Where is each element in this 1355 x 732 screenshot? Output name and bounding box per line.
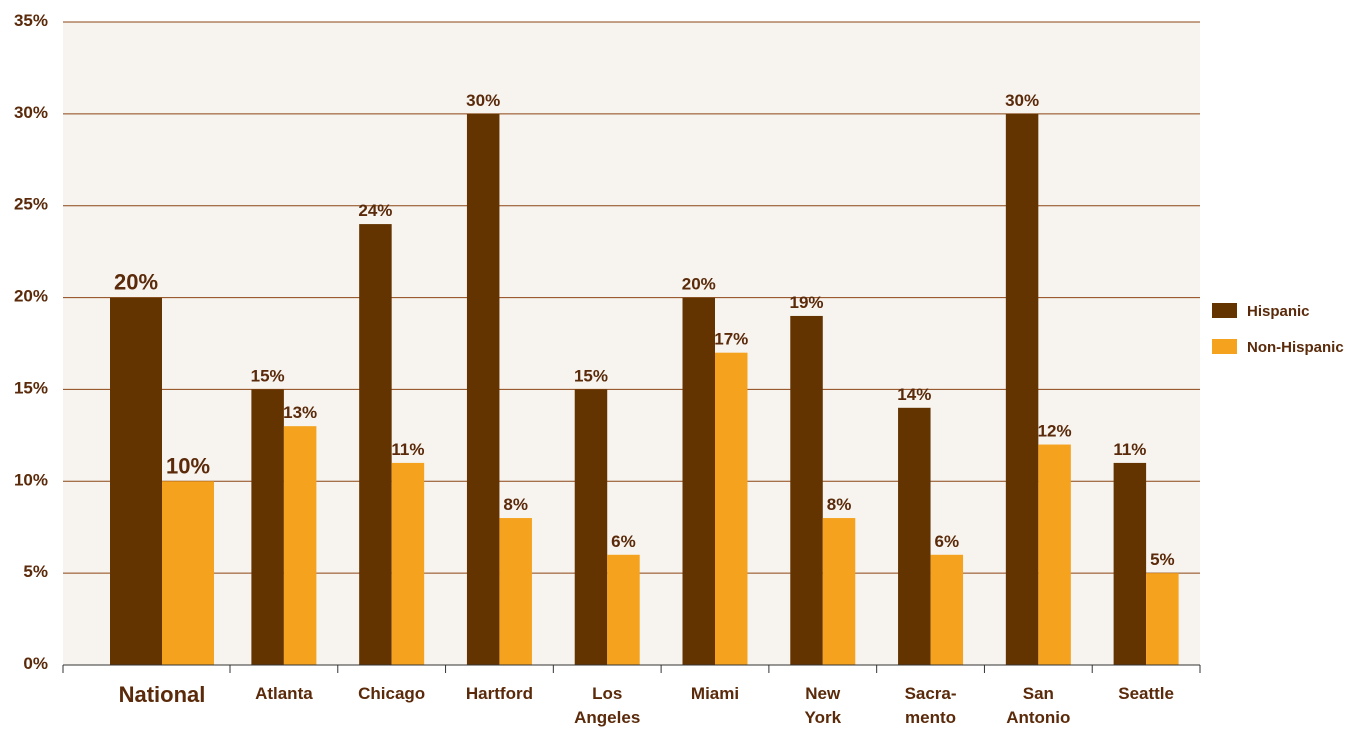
data-label: 11% xyxy=(391,440,424,459)
bar-hispanic xyxy=(1113,462,1147,665)
data-label: 6% xyxy=(935,532,960,551)
data-label: 14% xyxy=(897,385,931,404)
bar-non-hispanic xyxy=(283,426,317,665)
data-label: 20% xyxy=(682,275,716,294)
y-tick-label: 15% xyxy=(14,378,48,397)
x-tick-label: National xyxy=(119,682,206,707)
data-label: 20% xyxy=(114,270,158,295)
data-label: 13% xyxy=(283,403,317,422)
x-tick-label: Atlanta xyxy=(255,684,313,703)
y-tick-label: 35% xyxy=(14,11,48,30)
x-tick-label: Sacra- xyxy=(905,684,957,703)
bar-hispanic xyxy=(251,389,284,665)
legend-label: Non-Hispanic xyxy=(1247,339,1344,356)
bar-non-hispanic xyxy=(715,352,748,665)
x-tick-label: Seattle xyxy=(1118,684,1174,703)
y-tick-label: 0% xyxy=(23,654,48,673)
legend: Hispanic Non-Hispanic xyxy=(1212,303,1344,356)
legend-swatch-non-hispanic xyxy=(1212,339,1237,354)
bar-non-hispanic xyxy=(1146,573,1179,665)
bars xyxy=(110,113,1179,666)
data-label: 30% xyxy=(466,91,500,110)
x-tick-label: Miami xyxy=(691,684,739,703)
x-tick-label: Chicago xyxy=(358,684,425,703)
x-tick-label: New xyxy=(805,684,841,703)
value-labels: 20% 10% 15% 13% 24% 11% 30% 8% 15% 6% 20% 17% 19% 8% 1… xyxy=(114,91,1175,569)
data-label: 11% xyxy=(1113,440,1146,459)
data-label: 10% xyxy=(166,453,210,478)
legend-label: Hispanic xyxy=(1247,303,1310,320)
x-tick-label: mento xyxy=(905,708,956,727)
data-label: 5% xyxy=(1150,550,1175,569)
bar-non-hispanic xyxy=(162,481,214,665)
data-label: 6% xyxy=(611,532,636,551)
bar-non-hispanic xyxy=(607,554,640,665)
data-label: 15% xyxy=(574,366,608,385)
data-label: 30% xyxy=(1005,91,1039,110)
data-label: 8% xyxy=(503,495,528,514)
bar-non-hispanic xyxy=(822,518,856,665)
bar-hispanic xyxy=(898,407,931,665)
y-tick-label: 30% xyxy=(14,103,48,122)
x-tick-label: Hartford xyxy=(466,684,533,703)
data-label: 19% xyxy=(790,293,824,312)
bar-hispanic xyxy=(790,315,823,665)
y-tick-label: 5% xyxy=(23,562,48,581)
bar-hispanic xyxy=(466,113,500,666)
data-label: 12% xyxy=(1038,422,1072,441)
bar-hispanic xyxy=(1005,113,1039,666)
data-label: 24% xyxy=(358,201,392,220)
x-tick-label: Los xyxy=(592,684,622,703)
y-tick-label: 20% xyxy=(14,287,48,306)
data-label: 17% xyxy=(714,330,748,349)
bar-hispanic xyxy=(682,297,715,665)
x-tick-label: Angeles xyxy=(574,708,640,727)
bar-non-hispanic xyxy=(391,462,425,665)
data-label: 8% xyxy=(827,495,852,514)
bar-hispanic xyxy=(359,224,392,666)
y-axis-tick-labels: 0% 5% 10% 15% 20% 25% 30% 35% xyxy=(14,11,48,673)
data-label: 15% xyxy=(251,366,285,385)
bar-non-hispanic xyxy=(499,518,532,665)
x-axis xyxy=(62,664,1201,673)
y-tick-label: 10% xyxy=(14,470,48,489)
bar-non-hispanic xyxy=(1038,444,1071,665)
x-tick-label: Antonio xyxy=(1006,708,1070,727)
x-tick-label: San xyxy=(1023,684,1054,703)
bar-non-hispanic xyxy=(930,554,964,665)
bar-hispanic xyxy=(574,389,608,665)
bar-hispanic xyxy=(110,297,162,665)
legend-swatch-hispanic xyxy=(1212,303,1237,318)
x-axis-category-labels: National Atlanta Chicago Hartford Los Angeles… xyxy=(119,682,1174,727)
y-tick-label: 25% xyxy=(14,195,48,214)
x-tick-label: York xyxy=(805,708,842,727)
